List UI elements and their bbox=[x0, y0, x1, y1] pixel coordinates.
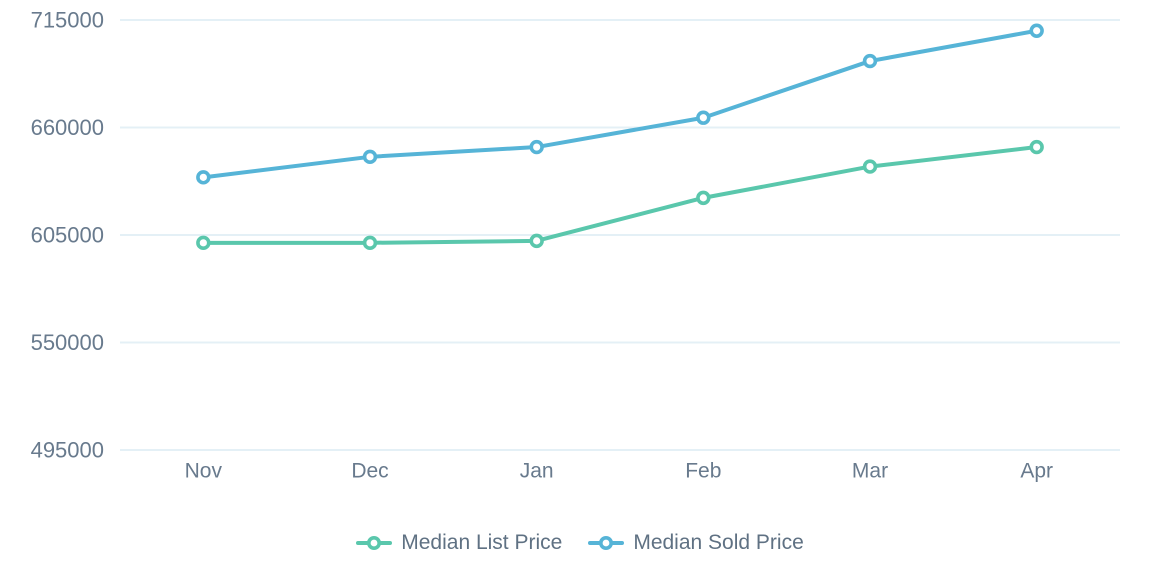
x-axis-tick-label: Jan bbox=[520, 460, 554, 483]
data-point[interactable] bbox=[196, 235, 211, 251]
data-point[interactable] bbox=[1029, 139, 1044, 155]
data-point[interactable] bbox=[529, 139, 544, 155]
legend-label-median-sold-price: Median Sold Price bbox=[633, 531, 804, 554]
x-axis-tick-label: Dec bbox=[351, 460, 388, 483]
data-point[interactable] bbox=[362, 149, 378, 165]
line-series-marker-icon bbox=[356, 536, 393, 550]
x-axis-tick-label: Nov bbox=[185, 460, 223, 483]
legend-item-median-sold-price[interactable]: Median Sold Price bbox=[588, 531, 804, 555]
plot-area: 715000 660000 605000 550000 495000 Nov Dec Jan F… bbox=[31, 8, 1120, 483]
y-axis-tick-label: 715000 bbox=[31, 8, 104, 33]
data-point[interactable] bbox=[1029, 23, 1044, 38]
data-point[interactable] bbox=[362, 235, 378, 251]
y-axis-tick-label: 495000 bbox=[31, 438, 104, 463]
y-axis-tick-label: 550000 bbox=[31, 330, 104, 355]
data-point[interactable] bbox=[696, 110, 711, 125]
data-point[interactable] bbox=[696, 190, 711, 206]
legend: Median List Price Median Sold Price bbox=[0, 530, 1160, 556]
x-axis-tick-label: Feb bbox=[685, 460, 721, 483]
data-point[interactable] bbox=[862, 159, 878, 174]
legend-label-median-list-price: Median List Price bbox=[401, 531, 563, 554]
series-line bbox=[201, 28, 1039, 180]
series-line bbox=[201, 145, 1039, 245]
data-point[interactable] bbox=[196, 170, 211, 185]
x-axis-tick-label: Mar bbox=[852, 460, 888, 483]
data-point[interactable] bbox=[529, 233, 544, 249]
legend-item-median-list-price[interactable]: Median List Price bbox=[356, 531, 562, 555]
y-axis-tick-label: 605000 bbox=[31, 223, 104, 248]
y-axis-tick-label: 660000 bbox=[31, 115, 104, 140]
line-series-marker-icon bbox=[588, 536, 625, 550]
x-axis-tick-label: Apr bbox=[1020, 460, 1053, 483]
data-point[interactable] bbox=[862, 53, 878, 69]
